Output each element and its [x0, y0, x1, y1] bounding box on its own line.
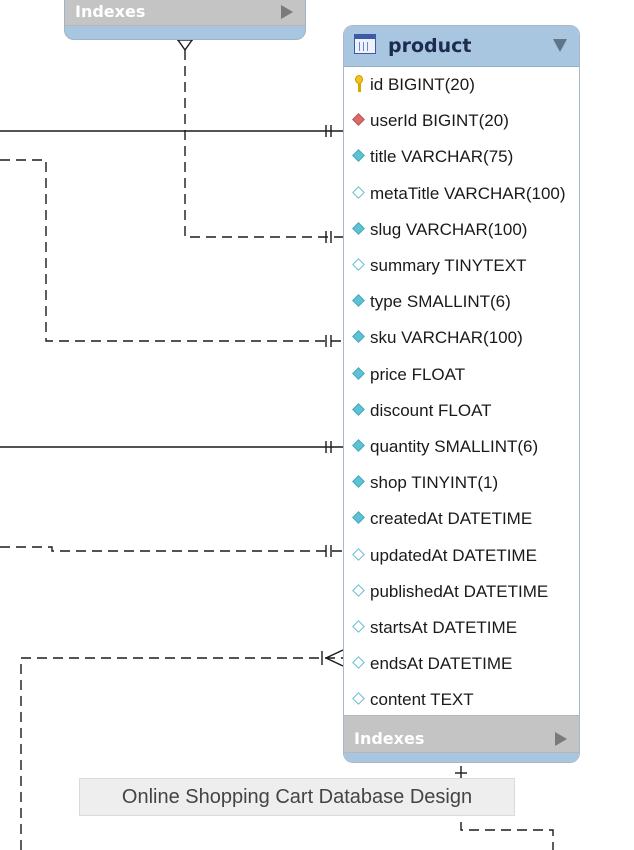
- not-null-diamond-icon: [344, 320, 370, 356]
- column-label: summary TINYTEXT: [370, 256, 527, 275]
- column-row[interactable]: summary TINYTEXT: [344, 248, 579, 284]
- relationship-line-sku: [0, 159, 343, 342]
- column-row[interactable]: endsAt DATETIME: [344, 646, 579, 682]
- relationship-line-endsat: [20, 657, 343, 850]
- nullable-diamond-icon: [344, 574, 370, 610]
- nullable-diamond-icon: [344, 538, 370, 574]
- relationship-line-updatedat: [0, 546, 343, 552]
- not-null-diamond-icon: [344, 212, 370, 248]
- column-label: shop TINYINT(1): [370, 473, 499, 493]
- diagram-caption: Online Shopping Cart Database Design: [79, 778, 515, 816]
- column-label: sku VARCHAR(100): [370, 328, 523, 348]
- column-row[interactable]: createdAt DATETIME: [344, 501, 579, 537]
- column-row[interactable]: metaTitle VARCHAR(100): [344, 176, 579, 212]
- not-null-diamond-icon: [344, 284, 370, 320]
- indexes-label: Indexes: [75, 2, 146, 21]
- table-icon: [354, 34, 376, 54]
- column-row[interactable]: updatedAt DATETIME: [344, 538, 579, 574]
- product-table[interactable]: product id BIGINT(20) userId BIGINT(20) ti…: [343, 25, 580, 763]
- column-row[interactable]: content TEXT: [344, 682, 579, 718]
- column-row[interactable]: sku VARCHAR(100): [344, 320, 579, 356]
- column-row[interactable]: slug VARCHAR(100): [344, 212, 579, 248]
- related-table-partial[interactable]: Indexes: [64, 0, 306, 40]
- column-row[interactable]: userId BIGINT(20): [344, 103, 579, 139]
- indexes-section[interactable]: Indexes: [344, 715, 579, 762]
- indexes-label: Indexes: [354, 729, 425, 748]
- column-label: slug VARCHAR(100): [370, 219, 528, 239]
- column-label: startsAt DATETIME: [370, 618, 518, 637]
- column-label: id BIGINT(20): [370, 75, 475, 94]
- primary-key-icon: [344, 67, 370, 103]
- column-label: title VARCHAR(75): [370, 147, 514, 167]
- column-label: metaTitle VARCHAR(100): [370, 183, 566, 203]
- column-label: createdAt DATETIME: [370, 509, 533, 529]
- column-label: updatedAt DATETIME: [370, 545, 537, 565]
- column-row[interactable]: id BIGINT(20): [344, 67, 579, 103]
- column-label: price FLOAT: [370, 364, 466, 384]
- nullable-diamond-icon: [344, 646, 370, 682]
- nullable-diamond-icon: [344, 610, 370, 646]
- column-row[interactable]: quantity SMALLINT(6): [344, 429, 579, 465]
- column-label: type SMALLINT(6): [370, 292, 511, 312]
- column-label: discount FLOAT: [370, 400, 492, 420]
- column-row[interactable]: discount FLOAT: [344, 393, 579, 429]
- indexes-bar[interactable]: Indexes: [344, 715, 579, 753]
- not-null-diamond-icon: [344, 429, 370, 465]
- not-null-diamond-icon: [344, 465, 370, 501]
- relationship-line-slug: [184, 50, 343, 238]
- column-label: userId BIGINT(20): [370, 111, 509, 131]
- expand-arrow-icon[interactable]: [281, 5, 293, 19]
- indexes-bar[interactable]: Indexes: [65, 0, 305, 26]
- column-label: publishedAt DATETIME: [370, 581, 549, 601]
- column-label: quantity SMALLINT(6): [370, 437, 539, 456]
- column-row[interactable]: price FLOAT: [344, 357, 579, 393]
- nullable-diamond-icon: [344, 682, 370, 718]
- nullable-diamond-icon: [344, 248, 370, 284]
- not-null-diamond-icon: [344, 357, 370, 393]
- column-row[interactable]: title VARCHAR(75): [344, 139, 579, 175]
- table-header[interactable]: product: [344, 26, 579, 67]
- column-label: content TEXT: [370, 690, 474, 710]
- foreign-key-diamond-icon: [344, 103, 370, 139]
- column-row[interactable]: startsAt DATETIME: [344, 610, 579, 646]
- table-title: product: [388, 35, 472, 57]
- column-row[interactable]: publishedAt DATETIME: [344, 574, 579, 610]
- nullable-diamond-icon: [344, 176, 370, 212]
- collapse-arrow-icon[interactable]: [553, 39, 567, 52]
- column-label: endsAt DATETIME: [370, 654, 513, 674]
- not-null-diamond-icon: [344, 501, 370, 537]
- expand-arrow-icon[interactable]: [555, 732, 567, 746]
- column-row[interactable]: type SMALLINT(6): [344, 284, 579, 320]
- not-null-diamond-icon: [344, 393, 370, 429]
- not-null-diamond-icon: [344, 139, 370, 175]
- column-row[interactable]: shop TINYINT(1): [344, 465, 579, 501]
